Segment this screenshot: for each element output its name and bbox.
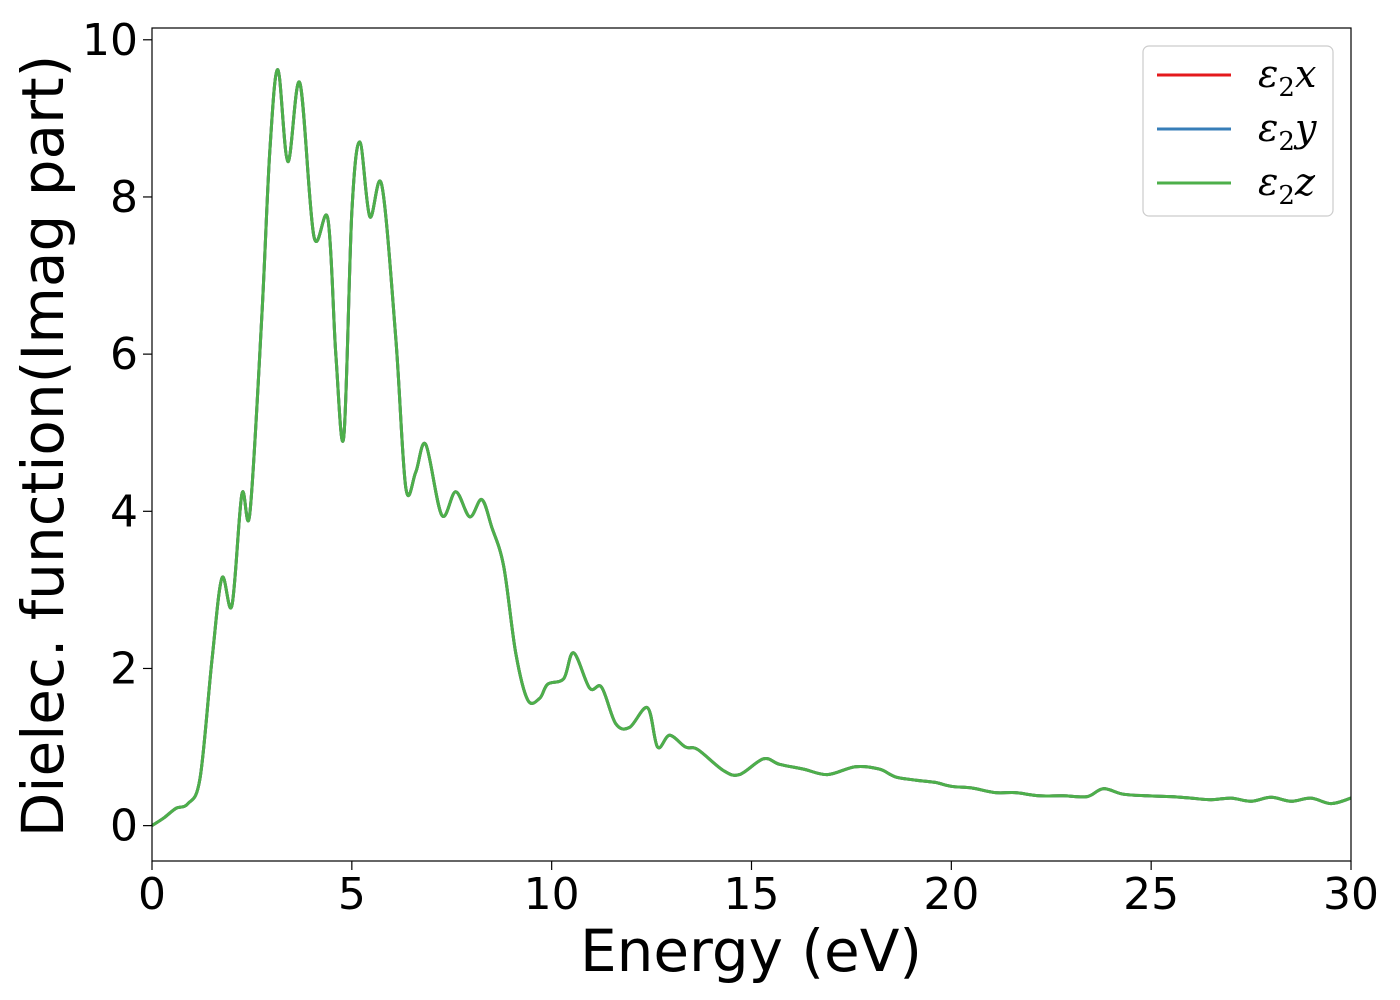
x-axis-label: Energy (eV) [580, 917, 922, 985]
x-tick-label: 15 [724, 869, 780, 920]
y-tick-label: 2 [110, 643, 138, 694]
x-tick-label: 5 [338, 869, 366, 920]
series-line-3 [151, 68, 1352, 827]
x-tick-label: 20 [923, 869, 979, 920]
x-tick-label: 25 [1123, 869, 1179, 920]
y-tick-label: 6 [110, 329, 138, 380]
legend-box [1142, 45, 1334, 217]
y-axis-label: Dielec. function(Imag part) [9, 55, 77, 838]
y-tick-label: 0 [110, 801, 138, 852]
x-tick-label: 10 [524, 869, 580, 920]
y-tick-label: 4 [110, 486, 138, 537]
legend-label-3: ε2z [1258, 160, 1316, 211]
y-tick-label: 10 [82, 15, 138, 66]
y-axis-ticks: 0 2 4 6 8 10 [82, 15, 152, 852]
x-axis-ticks: 0 5 10 15 20 25 30 [138, 861, 1379, 920]
x-tick-label: 0 [138, 869, 166, 920]
x-tick-label: 30 [1323, 869, 1379, 920]
legend-label-2: ε2y [1258, 106, 1317, 157]
plot-lines [151, 68, 1352, 827]
legend-label-1: ε2x [1258, 52, 1316, 103]
y-tick-label: 8 [110, 172, 138, 223]
